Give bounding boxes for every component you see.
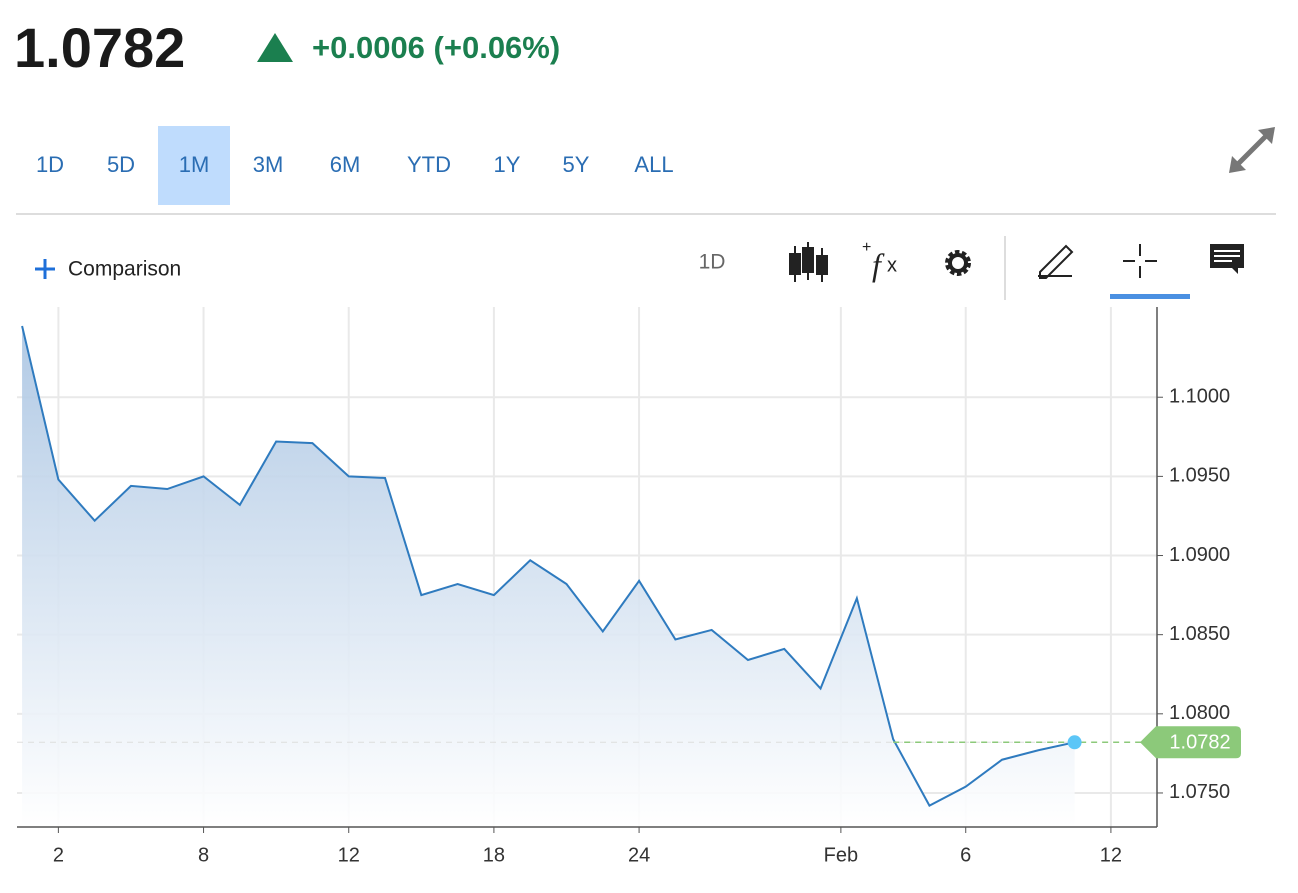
x-tick-label: 8 <box>198 844 209 866</box>
comparison-label: Comparison <box>68 258 181 281</box>
tab-selected-bg <box>158 126 230 205</box>
last-point <box>1067 735 1082 750</box>
draw-icon[interactable] <box>1038 244 1074 279</box>
chart: 1.0750 1.0800 1.0850 1.0900 1.0950 1.1000 2 8 12… <box>17 307 1241 866</box>
line <box>21 325 1075 807</box>
up-arrow <box>257 33 293 62</box>
last-price-tag <box>1140 726 1241 759</box>
icon-plus: + <box>862 239 871 256</box>
active-tool-indicator <box>1110 294 1190 299</box>
interval-button[interactable]: 1D <box>699 251 726 274</box>
price-change: +0.0006 (+0.06%) <box>312 30 560 65</box>
x-tick-label: 12 <box>338 844 360 866</box>
tab[interactable]: 6M <box>330 152 361 177</box>
tab[interactable]: 5Y <box>563 152 590 177</box>
indicators-icon[interactable]: + f x <box>862 239 897 282</box>
tab[interactable]: 5D <box>107 152 135 177</box>
x-tick-label: 2 <box>53 844 64 866</box>
y-tick-label: 1.0950 <box>1169 465 1230 487</box>
news-icon[interactable] <box>1210 244 1244 274</box>
y-tick-label: 1.0850 <box>1169 623 1230 645</box>
comparison-button[interactable]: Comparison <box>35 258 181 281</box>
y-tick-label: 1.0900 <box>1169 544 1230 566</box>
x-tick-label: 6 <box>960 844 971 866</box>
tab[interactable]: 3M <box>253 152 284 177</box>
crosshair-icon[interactable] <box>1123 244 1157 278</box>
y-tick-label: 1.0750 <box>1169 781 1230 803</box>
candlestick-icon[interactable] <box>789 242 828 282</box>
settings-icon[interactable] <box>945 250 971 276</box>
icon-x: x <box>887 254 897 276</box>
range-tabs: 1D 5D 1M 3M 6M YTD 1Y 5Y ALL <box>36 126 674 205</box>
y-tick-label: 1.0800 <box>1169 702 1230 724</box>
tab[interactable]: 1M <box>179 152 210 177</box>
x-tick-label: 12 <box>1100 844 1122 866</box>
tab[interactable]: 1D <box>36 152 64 177</box>
tab[interactable]: YTD <box>407 152 451 177</box>
area <box>22 325 1075 827</box>
expand-icon[interactable] <box>1229 127 1275 173</box>
y-tick-label: 1.1000 <box>1169 386 1230 408</box>
x-tick-label: 24 <box>628 844 650 866</box>
x-tick-label: 18 <box>483 844 505 866</box>
icon-f: f <box>872 246 885 282</box>
last-price-label: 1.0782 <box>1169 732 1230 754</box>
x-tick-label: Feb <box>824 844 858 866</box>
price: 1.0782 <box>14 16 185 79</box>
tab[interactable]: ALL <box>634 152 673 177</box>
tab[interactable]: 1Y <box>494 152 521 177</box>
